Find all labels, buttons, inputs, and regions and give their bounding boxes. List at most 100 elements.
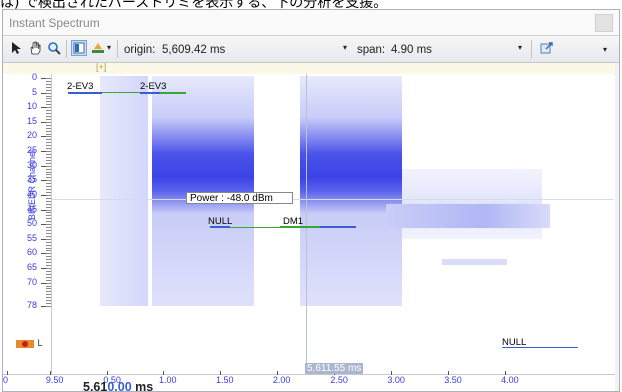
x-tick-label: 9.50: [45, 375, 64, 385]
y-minor-tick: [46, 89, 51, 91]
y-minor-tick: [46, 194, 51, 196]
pointer-icon[interactable]: [8, 40, 24, 56]
y-tick-label: 78: [26, 300, 37, 310]
spectrum-plot[interactable]: [+] BR/EDR Channel 0 5 10 15 20 25 30 35 40 45 50 5…: [3, 62, 615, 392]
origin-input[interactable]: 5,609.42 ms: [162, 44, 226, 56]
y-minor-tick: [46, 241, 51, 243]
x-axis-origin: 5,610.00 ms: [83, 380, 154, 392]
packet-line: [280, 226, 320, 228]
toolbar-separator: [531, 40, 532, 58]
y-minor-tick: [46, 256, 51, 258]
x-tick: [505, 371, 507, 375]
y-tick-label: 20: [26, 130, 37, 141]
y-minor-tick: [46, 174, 51, 176]
y-minor-tick: [46, 253, 51, 255]
spectrum-burst: [300, 76, 402, 306]
y-tick-label: 50: [26, 218, 37, 229]
y-minor-tick: [46, 212, 51, 214]
y-minor-tick: [46, 288, 51, 290]
y-minor-tick: [46, 209, 51, 211]
y-minor-tick: [46, 247, 51, 249]
x-axis: 0 9.50 0.50 1.00 1.50 2.00 2.50 3.00 3.50 4.00 5,…: [3, 371, 615, 392]
y-minor-tick: [46, 107, 51, 109]
y-minor-tick: [46, 145, 51, 147]
view-icon[interactable]: [71, 40, 87, 56]
cursor-time-badge: 5,611.55 ms: [305, 363, 364, 374]
x-tick-label: 2.00: [272, 375, 291, 385]
title-bar: Instant Spectrum: [3, 10, 619, 36]
y-minor-tick: [46, 159, 51, 161]
x-tick-label: 3.50: [444, 375, 462, 385]
x-tick-label: 4.00: [501, 375, 519, 385]
y-minor-tick: [46, 294, 51, 296]
y-minor-tick: [46, 230, 51, 231]
packet-line: [102, 92, 142, 93]
origin-dropdown-icon[interactable]: ▾: [343, 43, 348, 52]
y-minor-tick: [46, 83, 51, 85]
zoom-icon[interactable]: [46, 40, 62, 56]
y-minor-tick: [46, 297, 51, 299]
spectrum-burst: [152, 76, 254, 306]
spectrum-canvas[interactable]: 2-EV3 2-EV3 NULL DM1 NULL Power : -48.0 …: [52, 74, 614, 374]
span-dropdown-icon[interactable]: ▾: [518, 43, 523, 52]
y-minor-tick: [46, 291, 51, 293]
y-tick-label: 70: [26, 276, 37, 287]
packet-bar[interactable]: [68, 92, 102, 94]
y-tick-label: 40: [26, 188, 37, 199]
y-minor-tick: [46, 124, 51, 126]
packet-label: 2-EV3: [140, 81, 167, 92]
y-minor-tick: [46, 148, 51, 150]
y-minor-tick: [46, 165, 51, 167]
y-minor-tick: [46, 95, 51, 97]
spectrum-burst: [386, 204, 550, 228]
y-minor-tick: [46, 265, 51, 267]
y-minor-tick: [46, 306, 51, 307]
packet-bar[interactable]: [320, 226, 356, 228]
y-minor-tick: [46, 200, 51, 202]
strip-marker[interactable]: [+]: [96, 62, 107, 72]
packet-bar[interactable]: [210, 226, 230, 228]
y-minor-tick: [46, 171, 51, 173]
spectrum-burst: [100, 76, 148, 306]
toolbar-overflow-icon[interactable]: ▾: [603, 45, 608, 54]
y-minor-tick: [46, 273, 51, 275]
y-minor-tick: [46, 259, 51, 261]
y-tick-label: 0: [31, 72, 37, 82]
y-tick-label: 55: [26, 232, 37, 243]
toolbar: ▾ origin: 5,609.42 ms ▾ span: 4.90 ms ▾ …: [3, 36, 619, 63]
hand-icon[interactable]: [27, 40, 43, 56]
toolbar-separator: [117, 40, 118, 58]
packet-line: [160, 92, 186, 94]
y-minor-tick: [46, 80, 51, 82]
y-minor-tick: [46, 133, 51, 135]
x-tick-label: 1.50: [215, 375, 234, 385]
y-minor-tick: [46, 142, 51, 144]
packet-label: 2-EV3: [67, 81, 94, 92]
time-cursor[interactable]: [306, 74, 307, 374]
packet-bar[interactable]: [140, 92, 160, 94]
legend[interactable]: L: [15, 338, 43, 349]
power-tooltip: Power : -48.0 dBm: [186, 192, 293, 204]
y-minor-tick: [46, 151, 51, 153]
x-tick-label: 0: [3, 375, 9, 385]
toolbar-separator: [66, 40, 67, 58]
export-icon[interactable]: [539, 40, 555, 56]
x-tick-label: 0.50: [103, 375, 121, 385]
x-tick-label: 3.00: [387, 375, 405, 385]
crosshair-horizontal: [52, 199, 614, 200]
y-minor-tick: [46, 121, 51, 123]
y-minor-tick: [46, 156, 51, 158]
y-minor-tick: [46, 279, 51, 281]
window-control-button[interactable]: [595, 14, 613, 32]
instant-spectrum-window: Instant Spectrum ▾ origin: 5,609.42 ms ▾…: [2, 9, 620, 392]
display-options-icon[interactable]: [90, 40, 106, 56]
span-input[interactable]: 4.90 ms: [391, 44, 432, 56]
y-minor-tick: [46, 268, 51, 269]
chevron-down-icon[interactable]: ▾: [107, 43, 112, 52]
y-tick-label: 5: [31, 86, 37, 97]
y-minor-tick: [46, 78, 51, 79]
y-minor-tick: [46, 203, 51, 205]
x-tick-label: 2.50: [330, 375, 348, 385]
page-caption: は) で検出されたバーストリミを表示する、下の分析を支援。: [0, 0, 622, 9]
packet-bar[interactable]: [502, 347, 578, 348]
